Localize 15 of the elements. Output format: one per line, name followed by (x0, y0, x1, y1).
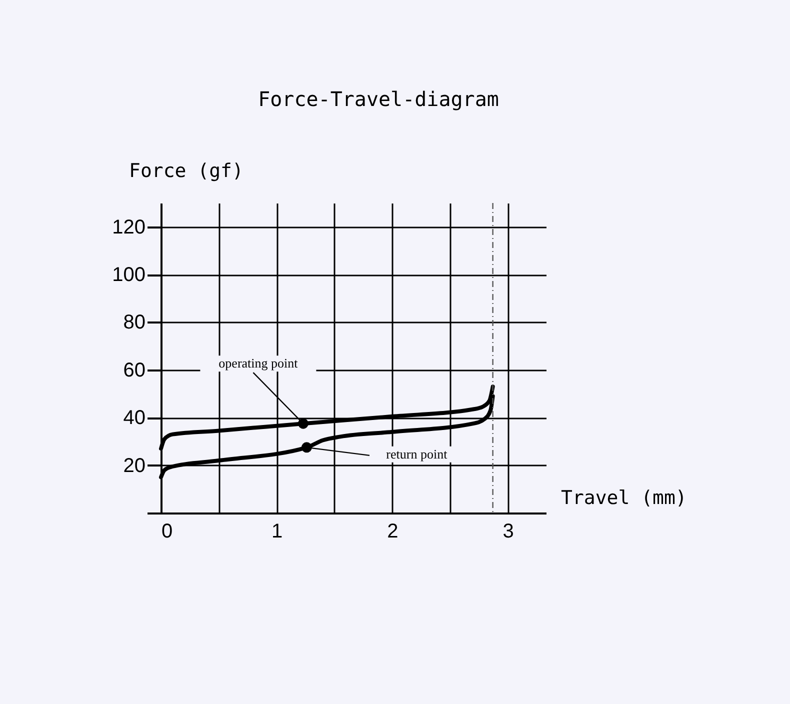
y-axis-title: Force (gf) (129, 160, 244, 182)
y-tick-label: 40 (123, 407, 146, 430)
annotation: operating point (218, 356, 298, 371)
chart-title: Force-Travel-diagram (258, 87, 499, 111)
y-tick-label: 80 (123, 312, 146, 334)
annotation: return point (386, 446, 448, 462)
x-tick-label: 3 (502, 520, 514, 542)
y-tick-label: 120 (112, 216, 146, 238)
y-tick-label: 20 (123, 454, 146, 477)
x-tick-label: 2 (387, 520, 398, 542)
x-tick-label: 0 (162, 520, 173, 542)
y-tick-label: 100 (112, 264, 146, 286)
x-axis-title: Travel (mm) (561, 487, 687, 509)
y-tick-label: 60 (123, 359, 146, 382)
x-tick-label: 1 (272, 520, 283, 542)
